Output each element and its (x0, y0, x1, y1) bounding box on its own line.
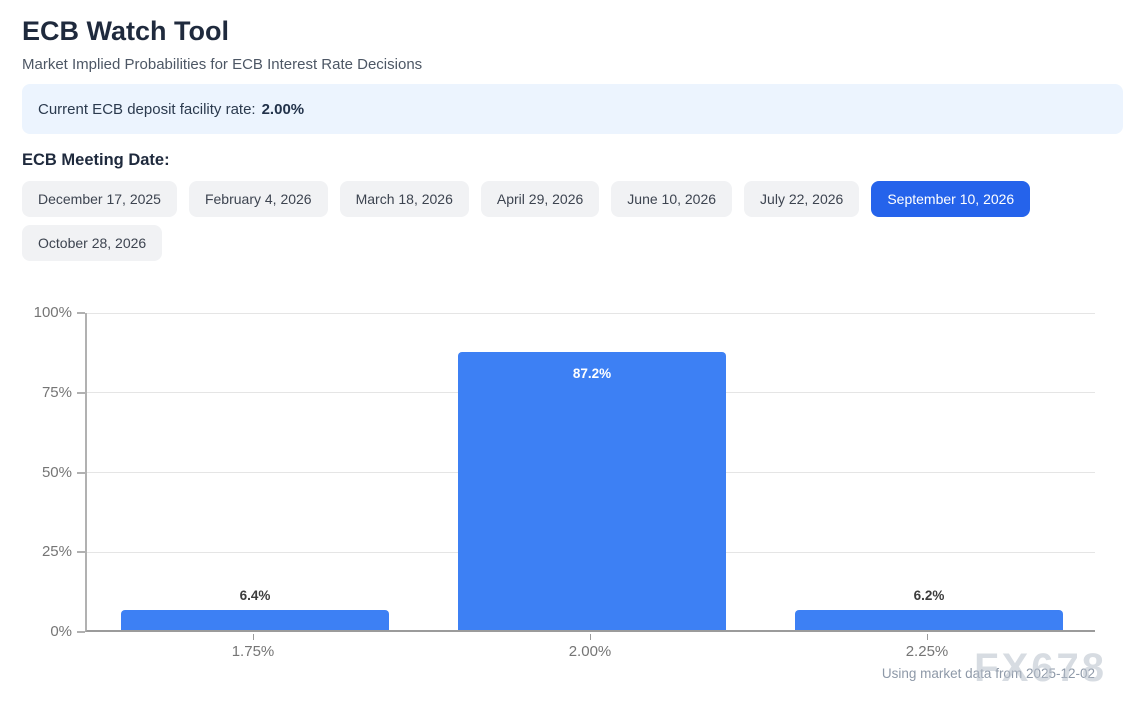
meeting-date-button[interactable]: February 4, 2026 (188, 181, 328, 218)
x-axis-label: 2.25% (905, 643, 949, 661)
meeting-date-button[interactable]: December 17, 2025 (22, 181, 177, 218)
meeting-date-button[interactable]: March 18, 2026 (339, 181, 469, 218)
gridline (87, 312, 1095, 314)
chart-bar[interactable] (795, 610, 1063, 631)
x-axis-label: 1.75% (231, 643, 275, 661)
meeting-date-button[interactable]: September 10, 2026 (871, 181, 1031, 218)
current-rate-banner: Current ECB deposit facility rate: 2.00% (22, 84, 1123, 135)
y-axis-label: 0% (50, 623, 72, 641)
page-title: ECB Watch Tool (22, 16, 229, 46)
x-axis-tick (253, 634, 254, 641)
current-rate-value: 2.00% (261, 100, 305, 118)
chart-bar[interactable] (458, 352, 726, 631)
meeting-date-button[interactable]: July 22, 2026 (744, 181, 860, 218)
y-axis-label: 75% (41, 383, 72, 401)
y-axis-tick (77, 551, 85, 554)
bar-value-label: 6.2% (913, 588, 945, 604)
probability-chart: 6.4% 87.2% 6.2% 0% 25% 50% 75% 100% 1.75% 2.00% 2… (22, 304, 1123, 673)
y-axis-label: 50% (41, 463, 72, 481)
current-rate-label: Current ECB deposit facility rate: (38, 100, 256, 118)
meeting-date-list: December 17, 2025 February 4, 2026 March 1… (22, 181, 1067, 262)
data-source-note: Using market data from 2025-12-02 (881, 666, 1095, 681)
y-axis-tick (77, 471, 85, 474)
chart-bar[interactable] (121, 610, 389, 631)
y-axis-tick (77, 631, 85, 634)
x-axis-label: 2.00% (568, 643, 612, 661)
bar-value-label: 87.2% (572, 366, 612, 382)
x-axis-tick (927, 634, 928, 641)
meeting-date-button[interactable]: June 10, 2026 (611, 181, 733, 218)
plot-area: 6.4% 87.2% 6.2% (85, 312, 1095, 633)
meeting-date-button[interactable]: October 28, 2026 (22, 225, 163, 262)
y-axis-label: 25% (41, 543, 72, 561)
meeting-date-heading: ECB Meeting Date: (22, 151, 170, 170)
page-subtitle: Market Implied Probabilities for ECB Int… (22, 56, 423, 74)
x-axis-tick (590, 634, 591, 641)
bar-value-label: 6.4% (239, 588, 271, 604)
y-axis-tick (77, 391, 85, 394)
meeting-date-button[interactable]: April 29, 2026 (480, 181, 600, 218)
y-axis-label: 100% (33, 304, 72, 322)
y-axis-tick (77, 312, 85, 315)
